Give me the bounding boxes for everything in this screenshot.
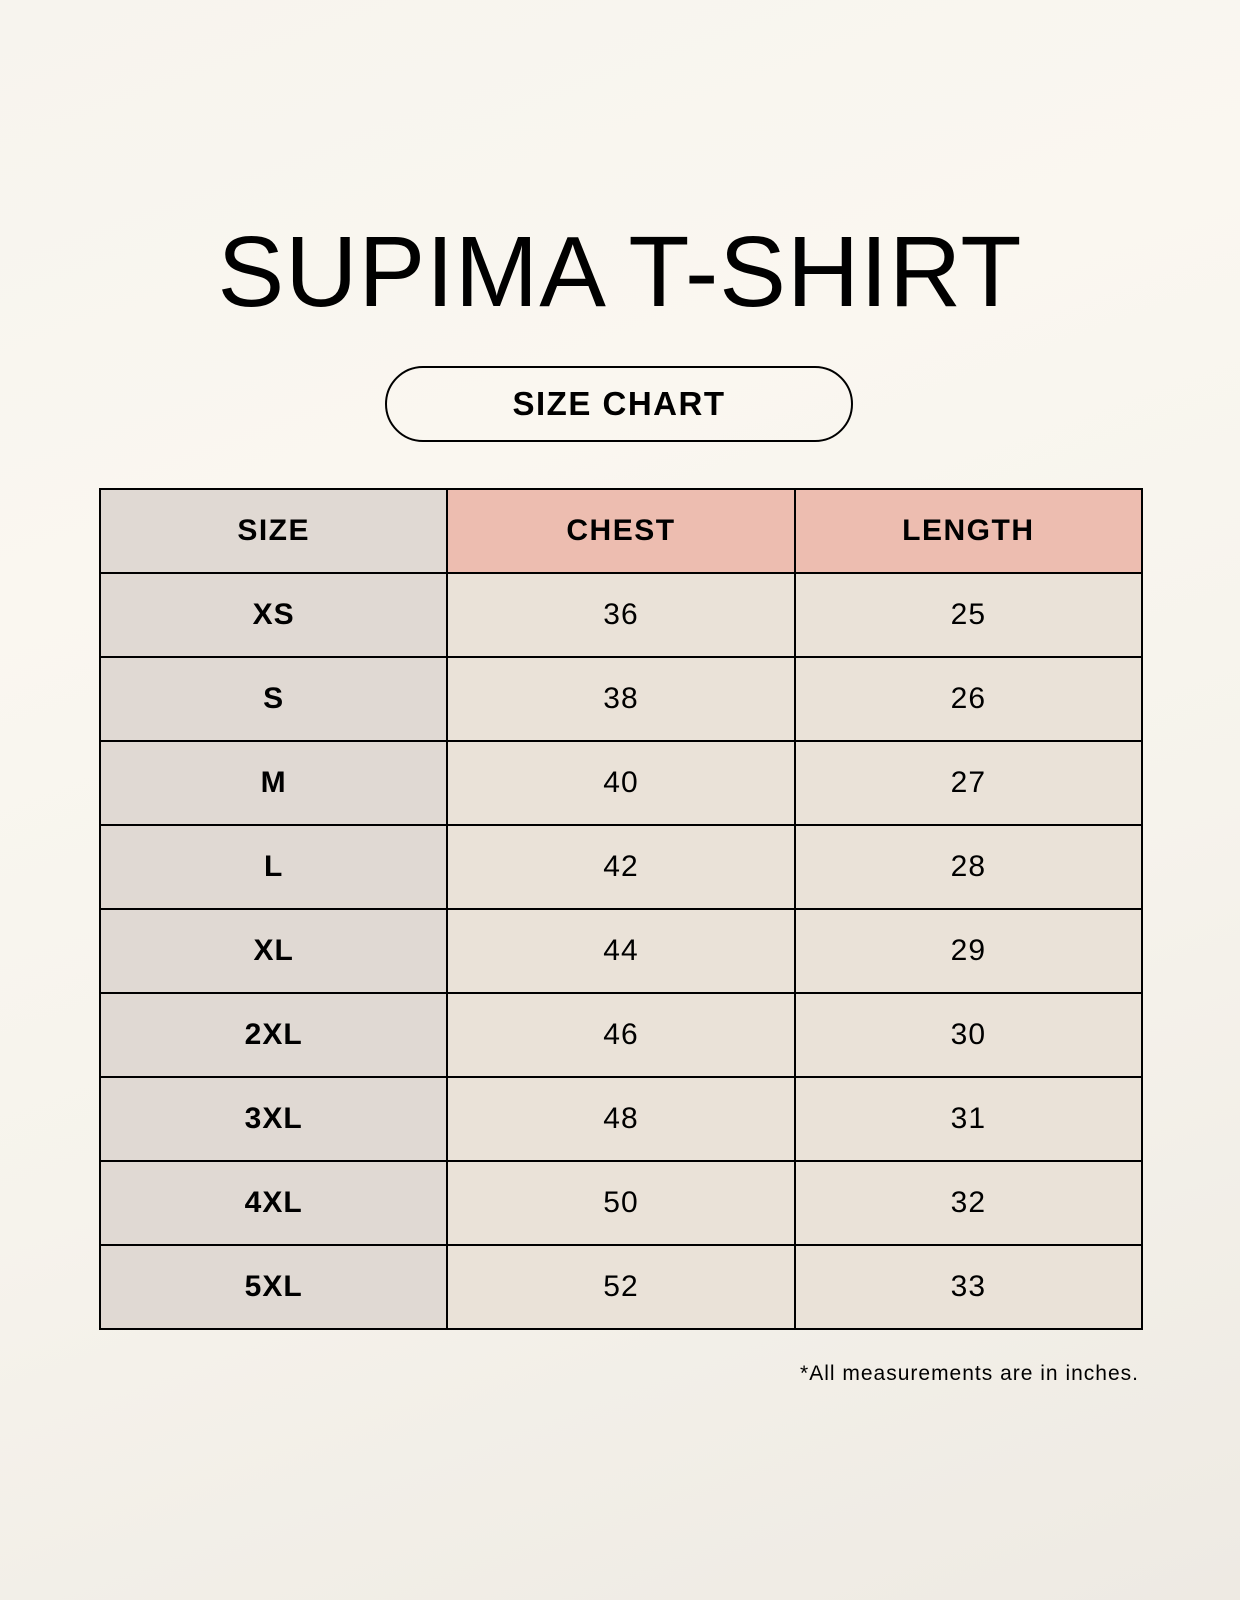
- cell-length: 28: [793, 824, 1144, 910]
- size-table: SIZE CHEST LENGTH XS 36 25 S 38 26 M 40 27 L 42 28 X…: [98, 488, 1144, 1330]
- cell-chest: 46: [446, 992, 796, 1078]
- cell-length: 26: [793, 656, 1144, 742]
- footnote: *All measurements are in inches.: [800, 1362, 1139, 1385]
- cell-size: L: [98, 824, 449, 910]
- table-header-row: SIZE CHEST LENGTH: [98, 488, 1144, 574]
- header-size: SIZE: [98, 488, 449, 574]
- cell-size: 4XL: [98, 1160, 449, 1246]
- table-row: L 42 28: [98, 824, 1144, 910]
- header-length: LENGTH: [793, 488, 1144, 574]
- cell-chest: 40: [446, 740, 796, 826]
- cell-chest: 52: [446, 1244, 796, 1330]
- cell-length: 29: [793, 908, 1144, 994]
- header-chest: CHEST: [446, 488, 796, 574]
- cell-length: 31: [793, 1076, 1144, 1162]
- cell-length: 25: [793, 572, 1144, 658]
- table-row: 2XL 46 30: [98, 992, 1144, 1078]
- cell-length: 27: [793, 740, 1144, 826]
- table-row: 3XL 48 31: [98, 1076, 1144, 1162]
- cell-size: 3XL: [98, 1076, 449, 1162]
- cell-size: M: [98, 740, 449, 826]
- cell-size: XL: [98, 908, 449, 994]
- cell-length: 33: [793, 1244, 1144, 1330]
- cell-size: XS: [98, 572, 449, 658]
- size-chart-badge: SIZE CHART: [385, 366, 853, 442]
- table-row: XL 44 29: [98, 908, 1144, 994]
- cell-chest: 44: [446, 908, 796, 994]
- cell-size: S: [98, 656, 449, 742]
- cell-chest: 48: [446, 1076, 796, 1162]
- table-row: XS 36 25: [98, 572, 1144, 658]
- table-row: S 38 26: [98, 656, 1144, 742]
- cell-length: 32: [793, 1160, 1144, 1246]
- table-row: 5XL 52 33: [98, 1244, 1144, 1330]
- cell-length: 30: [793, 992, 1144, 1078]
- cell-size: 2XL: [98, 992, 449, 1078]
- table-row: 4XL 50 32: [98, 1160, 1144, 1246]
- cell-size: 5XL: [98, 1244, 449, 1330]
- cell-chest: 50: [446, 1160, 796, 1246]
- cell-chest: 36: [446, 572, 796, 658]
- cell-chest: 42: [446, 824, 796, 910]
- page-title: SUPIMA T-SHIRT: [217, 216, 1023, 328]
- cell-chest: 38: [446, 656, 796, 742]
- table-row: M 40 27: [98, 740, 1144, 826]
